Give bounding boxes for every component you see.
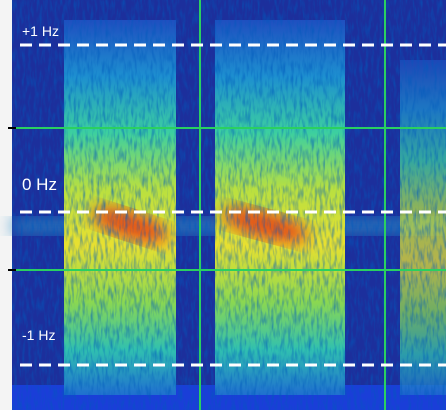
label: -1 Hz — [22, 327, 55, 343]
spectrogram: +1 Hz 0 Hz -1 Hz — [0, 0, 446, 410]
noise — [12, 0, 446, 410]
label: 0 Hz — [22, 175, 57, 194]
label: +1 Hz — [22, 23, 59, 39]
